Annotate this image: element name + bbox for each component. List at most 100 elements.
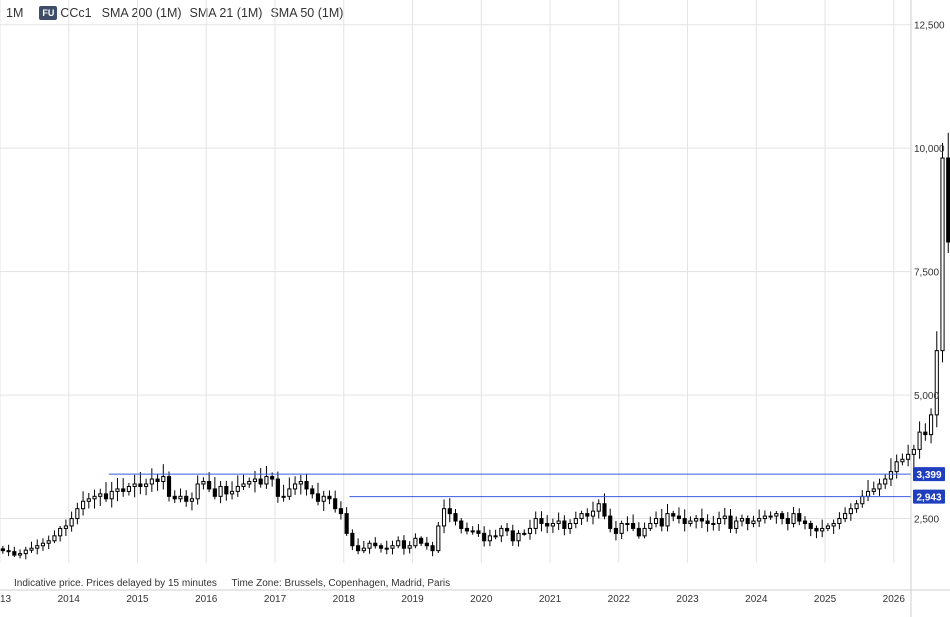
candle-body <box>298 481 303 485</box>
x-tick-label: 2023 <box>676 594 699 605</box>
candle-body <box>843 513 848 520</box>
candle-body <box>946 157 950 243</box>
candle <box>556 512 561 531</box>
candle-body <box>825 525 830 529</box>
candle <box>739 514 745 527</box>
candle-body <box>711 522 716 525</box>
candle-body <box>98 493 103 497</box>
candle <box>155 474 160 491</box>
candle-body <box>928 414 934 436</box>
candle <box>430 541 435 557</box>
indicator-sma-50[interactable]: SMA 50 (1M) <box>270 6 344 20</box>
candle-body <box>115 488 120 492</box>
candle-body <box>241 483 246 487</box>
candle <box>333 490 338 513</box>
candle-body <box>648 522 653 529</box>
candle <box>573 511 578 529</box>
candle-body <box>814 527 819 532</box>
candle <box>470 526 475 535</box>
candle-body <box>149 478 154 485</box>
candle-body <box>602 503 607 517</box>
candle-body <box>178 495 183 500</box>
x-tick-label: 2014 <box>58 594 81 605</box>
candle-body <box>396 540 401 547</box>
candle-body <box>172 495 177 500</box>
candle <box>728 509 733 533</box>
candle-body <box>487 535 492 542</box>
x-tick-label: 2019 <box>401 594 424 605</box>
candle-body <box>562 520 567 529</box>
candle-body <box>504 527 510 532</box>
candle <box>911 444 916 468</box>
candle-body <box>315 493 321 502</box>
candle-body <box>195 483 200 500</box>
price-levels: 3,399 2,943 <box>108 467 945 504</box>
candle <box>906 444 911 467</box>
interval-selector[interactable]: 1M <box>6 6 24 20</box>
candle-body <box>63 525 68 529</box>
indicator-sma-21[interactable]: SMA 21 (1M) <box>189 6 263 20</box>
candle <box>791 507 796 528</box>
candle <box>441 499 447 534</box>
candle <box>315 482 321 506</box>
candle <box>287 477 292 500</box>
candle <box>653 511 659 528</box>
level-label: 2,943 <box>916 493 941 504</box>
candle <box>281 484 286 502</box>
candle <box>298 474 303 495</box>
candle-body <box>671 513 676 517</box>
candle <box>46 535 51 549</box>
candle-body <box>218 485 223 497</box>
indicator-sma-200[interactable]: SMA 200 (1M) <box>101 6 182 20</box>
candle <box>373 537 378 549</box>
candle-body <box>871 488 876 492</box>
candle <box>522 529 527 536</box>
candle <box>52 530 57 544</box>
candle-body <box>287 488 292 497</box>
candle-body <box>52 535 57 542</box>
candle <box>81 491 86 516</box>
candle-body <box>516 532 521 542</box>
candle-body <box>774 513 779 517</box>
candle <box>699 508 704 529</box>
candle <box>499 525 504 543</box>
candle <box>218 481 223 504</box>
candle-body <box>29 547 34 551</box>
candle <box>871 481 876 495</box>
y-tick-label: 2,500 <box>914 515 939 526</box>
candle-body <box>625 522 630 525</box>
candle <box>361 540 366 554</box>
ticker-symbol[interactable]: CCc1 <box>60 6 92 20</box>
candle-body <box>121 488 126 492</box>
candle <box>825 523 830 532</box>
candle <box>241 474 246 491</box>
candle <box>590 501 596 525</box>
candle <box>132 474 137 498</box>
candle <box>436 521 441 553</box>
candle-body <box>493 535 498 538</box>
candle <box>659 508 664 532</box>
candle <box>848 503 853 521</box>
candle <box>854 500 859 513</box>
candle <box>894 454 899 479</box>
candle-body <box>728 515 733 529</box>
candle <box>900 453 905 466</box>
x-tick-label: 2022 <box>608 594 631 605</box>
candle <box>751 515 756 528</box>
candle <box>843 507 848 523</box>
candle-body <box>808 522 813 529</box>
x-tick-label: 2013 <box>0 594 12 605</box>
candle <box>138 471 143 495</box>
candle <box>568 519 573 534</box>
candle-body <box>860 495 865 505</box>
candle <box>928 408 934 444</box>
y-tick-label: 5,000 <box>914 391 939 402</box>
candle <box>321 490 326 511</box>
candle-body <box>275 478 280 497</box>
x-tick-label: 2018 <box>333 594 356 605</box>
candle <box>917 421 922 459</box>
candle-body <box>476 530 481 534</box>
x-tick-label: 2020 <box>470 594 493 605</box>
